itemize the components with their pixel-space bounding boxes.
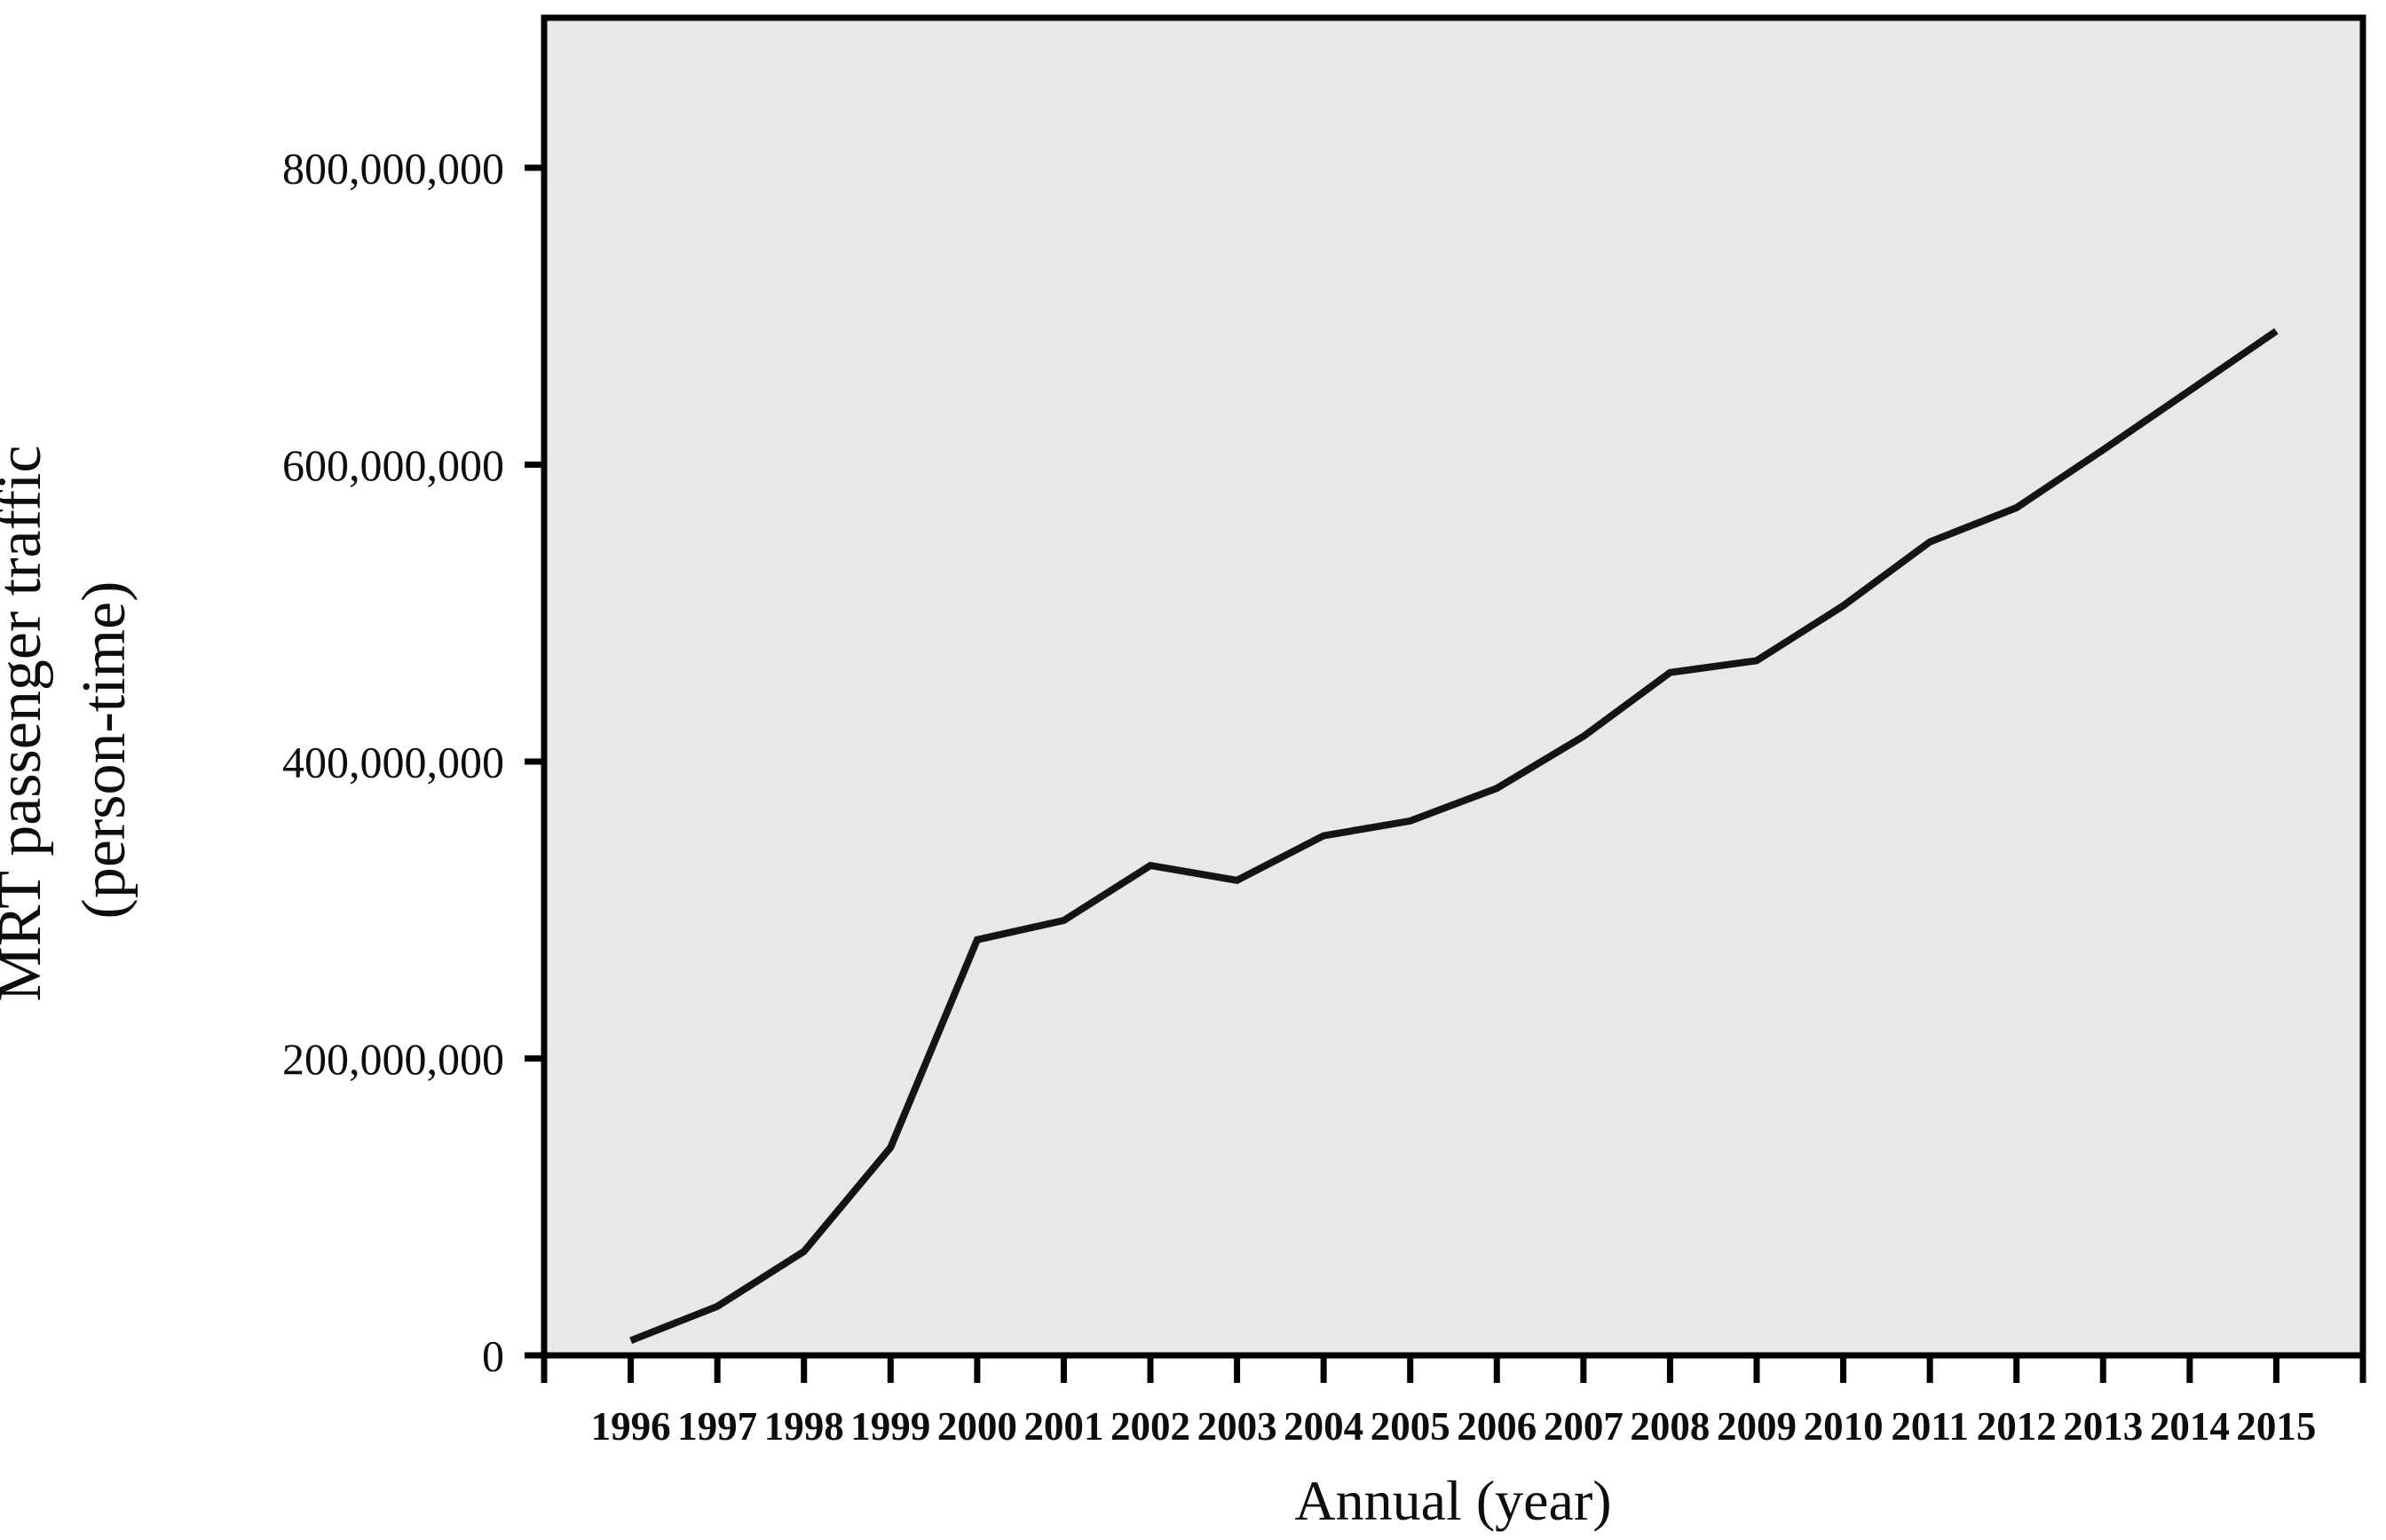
y-axis-ticks	[525, 164, 544, 1359]
series-line	[629, 328, 2279, 1345]
y-axis-title-line1: MRT passenger traffic	[0, 446, 54, 1002]
y-tick-label: 0	[482, 1331, 504, 1381]
x-tick-label: 2011	[1891, 1404, 1969, 1449]
x-tick-label: 1999	[850, 1404, 930, 1449]
x-tick-label: 2006	[1457, 1404, 1537, 1449]
x-axis-title: Annual (year)	[1294, 1469, 1611, 1532]
x-tick-label: 1996	[591, 1404, 671, 1449]
x-tick-label: 1997	[677, 1404, 757, 1449]
x-axis-ticks	[541, 1355, 2366, 1383]
x-tick-label: 2009	[1717, 1404, 1797, 1449]
x-tick-label: 2002	[1110, 1404, 1190, 1449]
x-tick-label: 2015	[2236, 1404, 2316, 1449]
x-axis-tick-labels: 1996 1997 1998 1999 2000 2001 2002 2003 2004 2005…	[591, 1404, 2317, 1449]
x-tick-label: 2013	[2063, 1404, 2143, 1449]
x-tick-label: 2001	[1023, 1404, 1103, 1449]
x-tick-label: 2004	[1284, 1404, 1363, 1449]
x-tick-label: 2014	[2150, 1404, 2230, 1449]
x-tick-label: 2003	[1197, 1404, 1277, 1449]
y-tick-label: 400,000,000	[282, 738, 504, 787]
x-tick-label: 1998	[764, 1404, 844, 1449]
y-tick-label: 800,000,000	[282, 144, 504, 193]
x-tick-label: 2012	[1977, 1404, 2057, 1449]
x-tick-label: 2008	[1630, 1404, 1710, 1449]
x-tick-label: 2000	[937, 1404, 1017, 1449]
y-tick-label: 600,000,000	[282, 440, 504, 490]
y-axis-tick-labels: 0 200,000,000 400,000,000 600,000,000 800,00…	[282, 144, 504, 1381]
x-tick-label: 2005	[1371, 1404, 1450, 1449]
y-axis-title-line2: (person-time)	[70, 581, 138, 920]
x-tick-label: 2010	[1804, 1404, 1884, 1449]
y-tick-label: 200,000,000	[282, 1034, 504, 1084]
x-tick-label: 2007	[1544, 1404, 1624, 1449]
plot-area	[541, 14, 2366, 1359]
